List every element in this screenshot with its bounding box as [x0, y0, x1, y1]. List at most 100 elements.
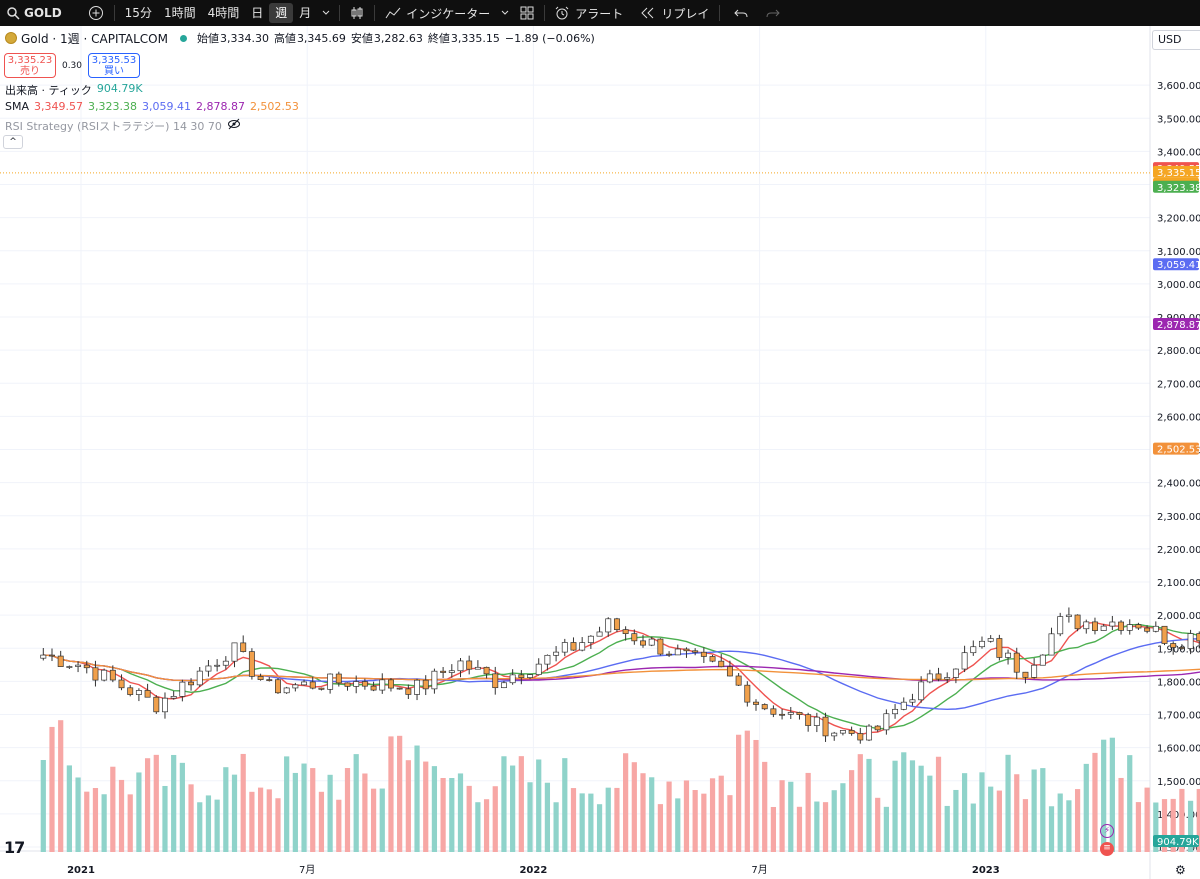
candle-body[interactable] [318, 687, 325, 690]
candle-body[interactable] [275, 679, 281, 694]
candle-body[interactable] [579, 642, 586, 651]
candle-body[interactable] [892, 708, 899, 715]
symbol-search[interactable]: GOLD [0, 0, 68, 26]
candle-body[interactable] [1187, 633, 1194, 649]
candle-body[interactable] [561, 642, 568, 653]
candle-body[interactable] [613, 618, 620, 630]
candle-body[interactable] [1100, 625, 1107, 631]
gear-icon[interactable]: ⚙ [1175, 863, 1186, 877]
candle-body[interactable] [926, 673, 933, 683]
hidden-eye-icon[interactable] [227, 118, 241, 130]
replay-button[interactable]: リプレイ [635, 0, 715, 26]
candle-body[interactable] [944, 677, 951, 680]
candle-body[interactable] [396, 687, 403, 690]
candle-body[interactable] [292, 684, 299, 689]
candle-body[interactable] [301, 681, 308, 686]
candle-body[interactable] [987, 638, 994, 642]
collapse-legend-button[interactable]: ^ [3, 135, 23, 149]
candle-body[interactable] [1074, 614, 1081, 630]
candle-body[interactable] [518, 674, 525, 678]
undo-button[interactable] [728, 0, 754, 26]
tradingview-logo[interactable]: 17 [4, 838, 25, 857]
candle-body[interactable] [1170, 643, 1177, 648]
candle-body[interactable] [170, 695, 177, 699]
candle-body[interactable] [631, 633, 638, 642]
lightning-icon[interactable]: ⚡ [1100, 824, 1114, 838]
candle-body[interactable] [857, 733, 864, 741]
candle-body[interactable] [448, 670, 455, 673]
candle-body[interactable] [162, 697, 168, 713]
undo-icon[interactable] [734, 7, 748, 19]
candle-body[interactable] [222, 660, 229, 666]
volume-legend-row[interactable]: 出来高 · ティック 904.79K [5, 82, 148, 98]
candle-body[interactable] [248, 651, 255, 677]
candle-body[interactable] [1083, 621, 1090, 630]
candle-body[interactable] [66, 666, 73, 668]
candle-body[interactable] [127, 687, 134, 695]
candle-body[interactable] [422, 679, 429, 690]
candle-body[interactable] [492, 673, 499, 689]
candle-body[interactable] [979, 640, 985, 648]
candle-body[interactable] [414, 679, 420, 695]
rsi-legend-row[interactable]: RSI Strategy (RSIストラテジー) 14 30 70 [5, 118, 241, 134]
candle-body[interactable] [822, 716, 829, 737]
add-symbol-icon[interactable] [88, 5, 104, 21]
candle-body[interactable] [1057, 616, 1064, 635]
flag-icon[interactable]: ≡ [1100, 842, 1114, 856]
chart-pane[interactable]: 3,600.003,500.003,400.003,300.003,200.00… [0, 26, 1200, 879]
candle-body[interactable] [379, 679, 386, 691]
candle-body[interactable] [883, 713, 890, 731]
interval-15m[interactable]: 15分 [124, 6, 152, 20]
candle-body[interactable] [49, 654, 55, 657]
candle-body[interactable] [770, 708, 777, 715]
candle-body[interactable] [744, 684, 751, 703]
candle-body[interactable] [1178, 647, 1185, 649]
candle-body[interactable] [952, 668, 959, 678]
candle-body[interactable] [118, 679, 125, 689]
candle-body[interactable] [266, 679, 273, 681]
alert-button[interactable]: アラート [549, 0, 629, 26]
candle-body[interactable] [188, 681, 195, 686]
candle-body[interactable] [1152, 625, 1159, 632]
candle-body[interactable] [787, 712, 794, 715]
candle-body[interactable] [1039, 654, 1046, 666]
candle-body[interactable] [214, 664, 221, 667]
candle-body[interactable] [726, 666, 733, 677]
candle-body[interactable] [1013, 652, 1020, 673]
candle-body[interactable] [101, 669, 108, 681]
candle-body[interactable] [935, 673, 942, 680]
chart-type-button[interactable] [344, 0, 370, 26]
candle-body[interactable] [205, 665, 212, 672]
templates-icon[interactable] [520, 6, 534, 20]
candle-body[interactable] [196, 670, 203, 686]
candle-body[interactable] [474, 666, 481, 670]
interval-4h[interactable]: 4時間 [207, 6, 240, 20]
candle-body[interactable] [231, 642, 238, 662]
candle-body[interactable] [1048, 633, 1055, 656]
candle-body[interactable] [283, 687, 290, 694]
candle-body[interactable] [796, 712, 803, 715]
candle-body[interactable] [344, 682, 351, 687]
chevron-down-icon[interactable] [496, 0, 514, 26]
chevron-down-icon[interactable] [317, 0, 335, 26]
candle-body[interactable] [666, 653, 673, 656]
candle-body[interactable] [370, 685, 377, 691]
candle-body[interactable] [1031, 664, 1038, 678]
candle-body[interactable] [692, 650, 699, 653]
candle-body[interactable] [40, 654, 47, 659]
candle-body[interactable] [587, 635, 594, 643]
candle-body[interactable] [874, 725, 881, 731]
candle-body[interactable] [640, 640, 646, 646]
candle-body[interactable] [144, 690, 151, 698]
candle-body[interactable] [866, 725, 872, 741]
candle-body[interactable] [761, 704, 768, 710]
add-symbol-button[interactable] [82, 0, 110, 26]
candle-body[interactable] [135, 690, 142, 695]
candle-body[interactable] [683, 648, 690, 652]
redo-button[interactable] [760, 0, 786, 26]
redo-icon[interactable] [766, 7, 781, 19]
sma-legend-row[interactable]: SMA 3,349.57 3,323.38 3,059.41 2,878.87 … [5, 100, 304, 113]
candle-body[interactable] [900, 701, 907, 710]
candle-body[interactable] [483, 666, 490, 675]
candle-body[interactable] [509, 674, 516, 684]
